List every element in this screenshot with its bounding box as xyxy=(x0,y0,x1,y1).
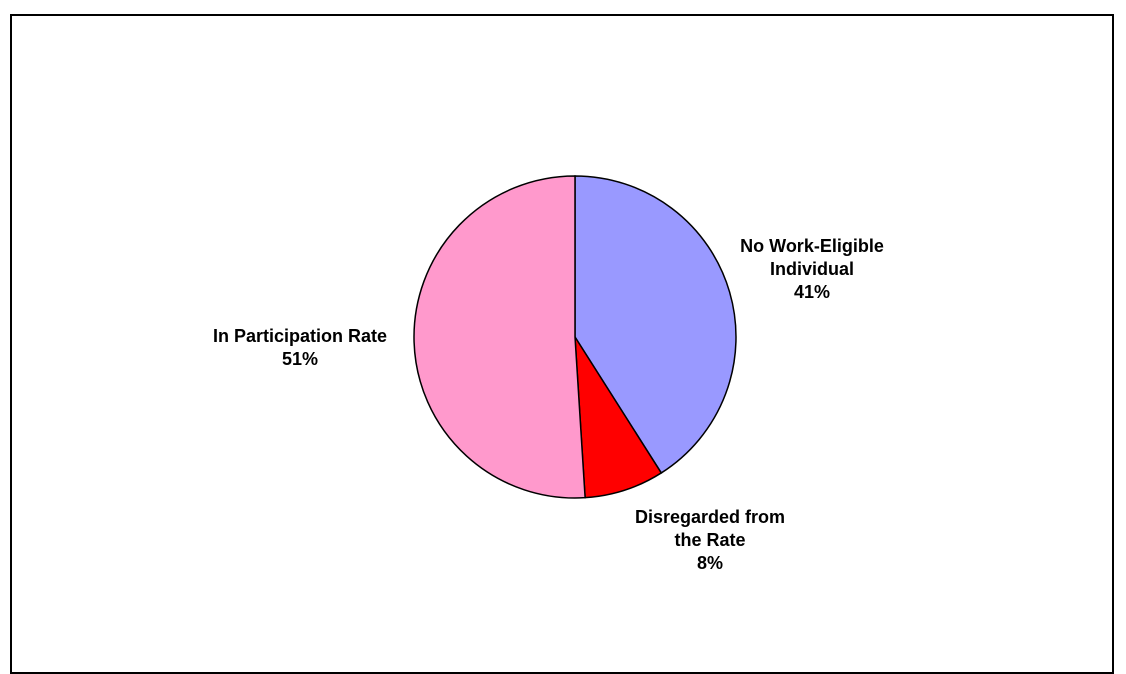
slice-percent-label: 51% xyxy=(282,349,318,369)
slice-percent-label: 41% xyxy=(794,282,830,302)
slice-label-2: In Participation Rate 51% xyxy=(213,326,387,369)
pie-slice-2 xyxy=(413,175,586,499)
pie-slice-0 xyxy=(574,175,737,474)
slice-name-line: Disregarded from xyxy=(635,507,785,527)
slice-name-line: No Work-Eligible xyxy=(740,236,884,256)
slice-name-line: In Participation Rate xyxy=(213,326,387,346)
slice-label-0: No Work-Eligible Individual 41% xyxy=(740,236,884,302)
slice-label-1: Disregarded from the Rate 8% xyxy=(635,507,785,573)
pie-chart: No Work-Eligible Individual 41% Disregarded… xyxy=(213,175,884,573)
slice-name-line: the Rate xyxy=(674,530,745,550)
slice-percent-label: 8% xyxy=(697,553,723,573)
pie-labels: No Work-Eligible Individual 41% Disregarded… xyxy=(213,236,884,573)
pie-slices xyxy=(413,175,737,499)
slice-name-line: Individual xyxy=(770,259,854,279)
